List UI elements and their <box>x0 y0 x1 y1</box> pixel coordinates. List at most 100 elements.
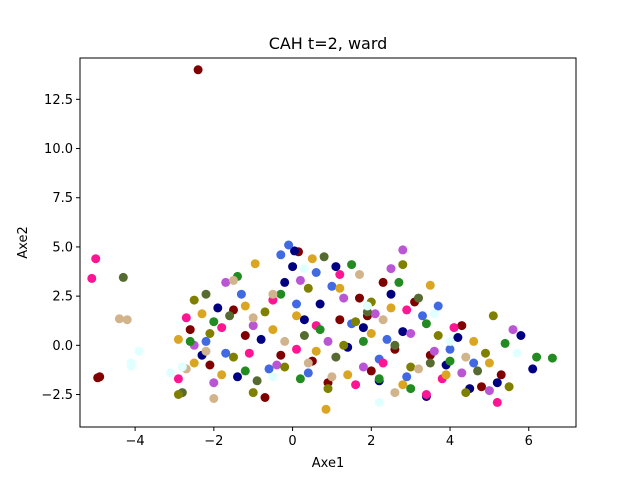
data-point <box>366 366 376 376</box>
data-point <box>453 333 463 342</box>
data-point <box>358 362 368 372</box>
data-point <box>323 384 333 394</box>
series-3 <box>189 245 518 396</box>
data-point <box>229 352 238 362</box>
x-tick-label: 2 <box>367 434 375 449</box>
data-point <box>390 388 400 398</box>
data-point <box>321 404 331 414</box>
data-point <box>339 293 349 303</box>
y-tick-label: 7.5 <box>52 191 73 206</box>
data-point <box>386 289 396 299</box>
data-point <box>260 393 270 402</box>
data-point <box>250 259 260 269</box>
data-point <box>327 372 337 382</box>
data-point <box>477 382 486 392</box>
y-tick-label: 2.5 <box>52 290 73 305</box>
data-point <box>445 336 455 346</box>
data-point <box>386 303 396 313</box>
data-point <box>280 362 290 372</box>
data-point <box>225 311 235 321</box>
data-point <box>351 317 361 327</box>
data-point <box>374 374 384 384</box>
data-point <box>421 319 431 329</box>
data-point <box>213 303 223 313</box>
data-point <box>414 293 423 303</box>
data-point <box>457 368 467 378</box>
data-point <box>185 325 195 335</box>
data-point <box>500 338 510 348</box>
data-point <box>209 378 219 388</box>
data-point <box>284 240 294 250</box>
series-10 <box>126 264 522 407</box>
data-point <box>406 362 416 372</box>
data-point <box>177 362 187 372</box>
data-point <box>126 361 136 371</box>
data-point <box>414 364 423 374</box>
data-point <box>331 352 341 362</box>
data-point <box>394 277 404 287</box>
data-point <box>240 301 250 311</box>
data-point <box>173 334 183 344</box>
data-point <box>327 281 337 291</box>
data-point <box>378 358 388 368</box>
data-point <box>335 270 345 279</box>
y-tick-label: 10.0 <box>44 142 73 157</box>
data-point <box>268 372 278 382</box>
series-6 <box>173 260 514 399</box>
data-point <box>315 299 325 309</box>
data-point <box>355 270 364 279</box>
data-point <box>496 370 506 380</box>
data-point <box>386 264 396 274</box>
data-point <box>240 331 250 340</box>
data-point <box>217 323 227 333</box>
data-point <box>288 262 298 272</box>
data-point <box>319 252 329 262</box>
data-point <box>311 346 321 356</box>
data-point <box>484 386 494 396</box>
y-tick-label: 0.0 <box>52 339 73 354</box>
data-point <box>441 370 451 380</box>
data-point <box>343 370 353 380</box>
data-point <box>122 315 132 325</box>
series-1 <box>197 246 538 401</box>
data-point <box>292 344 301 354</box>
data-point <box>362 301 372 311</box>
data-point <box>425 358 435 368</box>
data-point <box>402 372 412 382</box>
series-2 <box>201 240 479 382</box>
series-7 <box>185 260 557 394</box>
data-point <box>87 273 97 283</box>
data-point <box>189 295 199 305</box>
y-tick-label: 12.5 <box>44 93 73 108</box>
data-point <box>205 329 215 338</box>
data-point <box>425 280 435 290</box>
data-point <box>295 275 305 285</box>
data-point <box>236 289 246 299</box>
data-point <box>355 293 364 303</box>
data-point <box>209 394 219 403</box>
x-axis-label: Axe1 <box>312 456 344 471</box>
data-point <box>366 329 376 338</box>
data-point <box>504 382 514 392</box>
data-point <box>197 309 207 319</box>
data-point <box>268 289 278 299</box>
x-tick-label: −4 <box>126 434 145 449</box>
y-tick-label: −2.5 <box>41 388 73 403</box>
data-point <box>248 313 258 323</box>
data-point <box>240 366 250 376</box>
data-point <box>398 380 408 390</box>
data-point <box>378 315 388 325</box>
data-point <box>473 366 483 376</box>
data-point <box>166 368 175 378</box>
data-point <box>290 246 299 256</box>
data-point <box>418 311 427 321</box>
points-layer <box>87 65 557 414</box>
y-tick-label: 5.0 <box>52 240 73 255</box>
data-point <box>95 372 105 382</box>
data-point <box>492 378 502 388</box>
x-tick-label: 6 <box>525 434 533 449</box>
data-point <box>406 384 416 394</box>
data-point <box>299 315 309 325</box>
data-point <box>398 260 408 270</box>
data-point <box>201 346 211 356</box>
